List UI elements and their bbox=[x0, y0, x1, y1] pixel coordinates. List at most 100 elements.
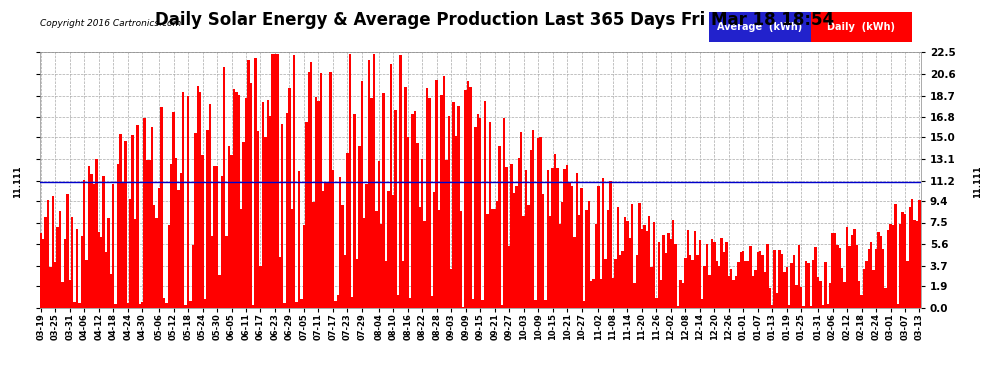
Bar bbox=[822, 305, 824, 308]
Bar bbox=[412, 114, 414, 308]
Bar bbox=[117, 164, 119, 308]
Bar bbox=[884, 288, 887, 308]
Bar bbox=[83, 180, 85, 308]
Bar bbox=[506, 167, 508, 308]
Bar bbox=[662, 235, 665, 308]
Bar bbox=[170, 164, 172, 308]
Bar bbox=[457, 106, 459, 307]
Bar bbox=[459, 211, 462, 308]
Bar bbox=[481, 300, 484, 307]
Bar bbox=[629, 238, 631, 308]
Bar bbox=[325, 183, 327, 308]
Bar bbox=[192, 245, 194, 308]
Bar bbox=[414, 111, 416, 308]
Bar bbox=[305, 122, 308, 308]
Bar bbox=[738, 262, 740, 308]
Bar bbox=[909, 207, 911, 308]
Bar bbox=[764, 272, 766, 308]
Bar bbox=[339, 177, 342, 308]
Bar bbox=[491, 209, 493, 308]
Bar bbox=[510, 164, 513, 308]
Bar bbox=[783, 272, 785, 308]
Bar bbox=[508, 246, 510, 308]
Bar bbox=[489, 122, 491, 308]
Bar bbox=[71, 217, 73, 308]
Bar bbox=[342, 205, 344, 308]
Bar bbox=[561, 202, 563, 308]
Bar bbox=[394, 110, 397, 308]
Bar bbox=[165, 303, 167, 307]
Bar bbox=[90, 174, 93, 308]
Bar bbox=[667, 233, 669, 308]
Bar bbox=[842, 268, 843, 308]
Bar bbox=[187, 96, 189, 308]
Bar bbox=[380, 224, 382, 308]
Bar bbox=[785, 267, 788, 308]
Bar bbox=[742, 251, 744, 308]
Bar bbox=[467, 81, 469, 308]
Bar bbox=[793, 255, 795, 308]
Bar bbox=[129, 199, 132, 308]
Bar bbox=[634, 284, 636, 308]
Text: Average  (kWh): Average (kWh) bbox=[718, 22, 803, 32]
Text: Daily Solar Energy & Average Production Last 365 Days Fri Mar 18 18:54: Daily Solar Energy & Average Production … bbox=[155, 11, 835, 29]
Bar bbox=[429, 98, 431, 308]
Bar bbox=[102, 176, 105, 308]
Bar bbox=[54, 262, 56, 308]
Bar bbox=[201, 155, 204, 308]
Bar bbox=[421, 159, 424, 308]
Bar bbox=[716, 261, 718, 308]
Bar bbox=[68, 280, 71, 308]
Bar bbox=[175, 158, 177, 308]
Bar bbox=[295, 302, 298, 307]
Bar bbox=[146, 160, 148, 308]
Bar bbox=[50, 267, 51, 308]
Bar bbox=[860, 296, 862, 307]
Bar bbox=[892, 225, 894, 308]
Bar bbox=[858, 280, 860, 308]
Bar bbox=[269, 116, 271, 308]
Bar bbox=[452, 102, 454, 308]
Bar bbox=[708, 274, 711, 308]
Bar bbox=[155, 219, 157, 308]
Bar bbox=[887, 230, 889, 308]
Bar bbox=[542, 194, 545, 308]
Bar bbox=[153, 205, 155, 308]
Bar bbox=[330, 72, 332, 308]
Bar bbox=[704, 266, 706, 308]
Bar bbox=[790, 263, 793, 308]
Bar bbox=[665, 253, 667, 308]
Bar bbox=[795, 285, 798, 308]
Bar bbox=[375, 210, 377, 308]
Bar bbox=[100, 237, 102, 308]
Bar bbox=[911, 200, 914, 308]
Bar bbox=[124, 141, 127, 308]
Bar bbox=[387, 191, 390, 308]
Bar bbox=[160, 107, 162, 308]
Bar bbox=[855, 245, 858, 308]
Bar bbox=[877, 232, 880, 308]
Bar bbox=[115, 304, 117, 307]
Bar bbox=[360, 81, 363, 308]
Bar bbox=[843, 282, 845, 308]
Bar bbox=[568, 183, 570, 308]
Bar bbox=[438, 210, 441, 308]
Bar bbox=[766, 244, 768, 308]
Bar bbox=[218, 275, 221, 308]
Bar bbox=[214, 165, 216, 308]
Bar bbox=[320, 73, 322, 308]
Bar bbox=[820, 281, 822, 308]
Bar bbox=[682, 283, 684, 308]
Bar bbox=[132, 135, 134, 308]
Bar bbox=[735, 276, 738, 308]
Bar bbox=[416, 143, 419, 308]
Bar bbox=[355, 259, 358, 308]
Bar bbox=[645, 231, 647, 308]
Bar bbox=[850, 235, 853, 308]
Bar bbox=[322, 191, 325, 308]
Bar bbox=[233, 90, 236, 308]
Bar bbox=[85, 261, 88, 308]
Bar bbox=[875, 249, 877, 308]
Bar bbox=[607, 210, 609, 308]
Bar bbox=[906, 261, 909, 308]
